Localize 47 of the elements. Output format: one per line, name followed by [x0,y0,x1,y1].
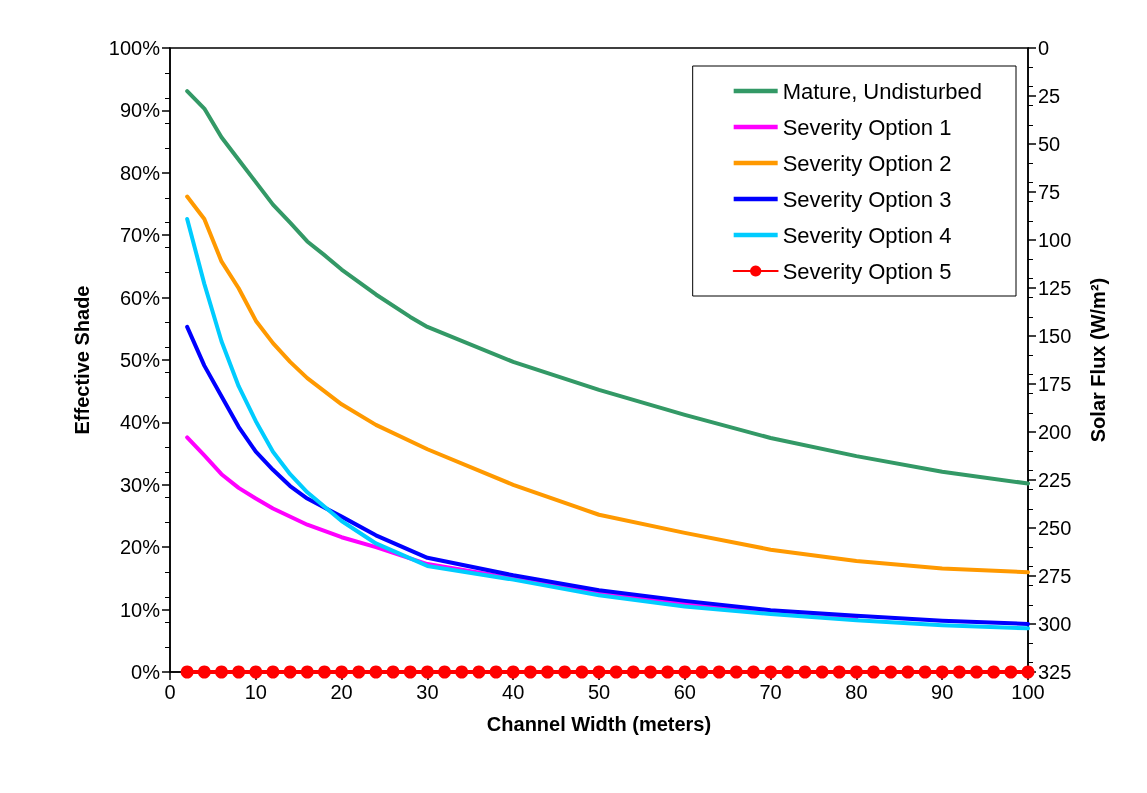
y2-tick-label: 100 [1038,229,1072,251]
y-tick-label: 0% [131,661,161,683]
y2-tick-label: 0 [1038,37,1050,59]
legend-label: Severity Option 1 [782,114,952,140]
y2-tick-label: 325 [1038,661,1072,683]
x-axis-title: Channel Width (meters) [486,713,712,735]
y-tick-label: 30% [119,473,161,496]
y-tick-label: 50% [119,349,161,371]
x-tick-label: 100 [1011,681,1045,703]
y-tick-label: 100% [108,37,161,59]
y2-tick-label: 275 [1038,565,1072,587]
x-tick-label: 20 [330,681,353,703]
legend-label: Severity Option 3 [782,186,952,212]
y2-axis-title: Solar Flux (W/m²) [1087,277,1109,443]
y-axis-title: Effective Shade [71,285,93,435]
line-series [185,216,1030,631]
x-tick-label: 0 [164,681,176,703]
legend-label: Mature, Undisturbed [782,78,983,104]
y2-tick-label: 25 [1038,85,1061,107]
line-series [185,324,1030,626]
y2-tick-label: 50 [1038,133,1061,155]
y2-tick-label: 150 [1038,325,1072,347]
y2-tick-label: 75 [1038,181,1061,203]
legend-label: Severity Option 4 [782,222,952,248]
y-tick-label: 60% [119,286,161,309]
legend-label: Severity Option 5 [782,258,952,284]
y2-tick-label: 250 [1038,517,1072,539]
x-tick-label: 10 [244,681,267,703]
y-tick-label: 80% [119,161,161,184]
y2-tick-label: 175 [1038,373,1072,395]
y-tick-label: 90% [119,99,161,122]
y2-tick-label: 300 [1038,613,1072,635]
x-tick-label: 50 [587,681,611,703]
y-tick-label: 40% [119,411,161,434]
y2-tick-label: 125 [1038,277,1072,299]
x-tick-label: 40 [502,681,525,703]
y2-tick-label: 225 [1038,469,1072,491]
x-tick-label: 60 [673,681,696,703]
y-tick-label: 10% [119,598,161,621]
y-tick-label: 70% [119,224,161,247]
x-tick-label: 90 [931,681,954,703]
x-tick-label: 70 [759,681,782,703]
legend-label: Severity Option 2 [782,150,952,176]
x-tick-label: 30 [416,681,439,703]
y-tick-label: 20% [119,536,161,559]
y2-tick-label: 200 [1038,421,1072,443]
x-tick-label: 80 [845,681,868,703]
